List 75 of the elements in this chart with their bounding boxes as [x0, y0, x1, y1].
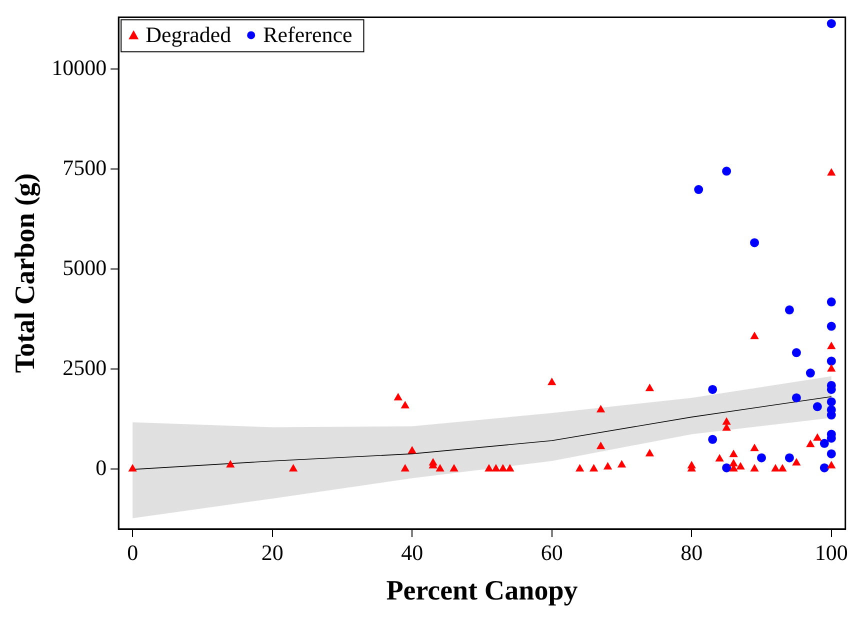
point — [826, 356, 836, 366]
point — [645, 448, 654, 456]
x-tick-label: 60 — [540, 540, 563, 565]
point — [826, 322, 836, 331]
point — [729, 450, 738, 458]
point — [596, 442, 606, 450]
point — [826, 449, 836, 458]
point — [722, 417, 731, 425]
x-tick-label: 100 — [814, 540, 848, 565]
point — [394, 392, 402, 400]
point — [450, 464, 458, 472]
point — [498, 464, 508, 472]
point — [722, 463, 732, 472]
point — [226, 460, 235, 468]
point — [708, 384, 718, 394]
point — [820, 463, 829, 472]
point — [757, 453, 766, 462]
point — [826, 19, 836, 28]
point — [288, 464, 298, 472]
point — [826, 297, 836, 306]
point — [827, 342, 836, 350]
point — [784, 305, 794, 314]
point — [645, 384, 654, 392]
point — [400, 464, 410, 472]
point — [806, 368, 815, 378]
point — [506, 464, 514, 472]
point — [812, 402, 822, 412]
point — [596, 404, 606, 412]
point — [400, 400, 410, 408]
y-tick-label: 7500 — [62, 154, 107, 180]
y-tick-label: 0 — [96, 454, 107, 480]
point — [694, 185, 704, 194]
point — [589, 464, 598, 472]
point — [827, 168, 836, 176]
x-tick-label: 20 — [261, 540, 284, 565]
point — [806, 440, 815, 448]
point — [408, 446, 416, 454]
x-tick-label: 40 — [401, 540, 424, 565]
point — [548, 378, 556, 386]
point — [826, 397, 836, 406]
point — [715, 454, 724, 462]
point — [436, 464, 444, 472]
point — [617, 460, 626, 468]
y-tick-label: 10000 — [52, 54, 107, 80]
point — [792, 458, 801, 466]
point — [820, 438, 829, 448]
point — [813, 433, 822, 441]
point — [792, 348, 801, 358]
x-axis-title: Percent Canopy — [386, 575, 578, 606]
point — [784, 453, 794, 462]
point — [484, 464, 494, 472]
y-tick-label: 5000 — [62, 254, 107, 280]
point — [750, 464, 759, 472]
point — [736, 462, 745, 470]
point — [729, 458, 738, 466]
y-axis-title: Total Carbon (g) — [10, 173, 42, 373]
point — [750, 444, 759, 452]
legend-label: Reference — [263, 22, 352, 47]
x-tick-label: 80 — [680, 540, 703, 565]
point — [827, 460, 836, 468]
point — [128, 464, 137, 472]
y-tick-label: 2500 — [62, 354, 107, 380]
point — [778, 464, 787, 472]
point — [603, 462, 612, 470]
point — [827, 364, 836, 372]
point — [708, 434, 718, 444]
legend-label: Degraded — [146, 22, 232, 47]
point — [575, 464, 584, 472]
point — [771, 464, 780, 472]
point — [792, 393, 801, 402]
point — [492, 464, 500, 472]
x-tick-label: 0 — [127, 540, 138, 565]
point — [722, 166, 732, 176]
point — [750, 332, 759, 340]
point — [750, 238, 760, 248]
